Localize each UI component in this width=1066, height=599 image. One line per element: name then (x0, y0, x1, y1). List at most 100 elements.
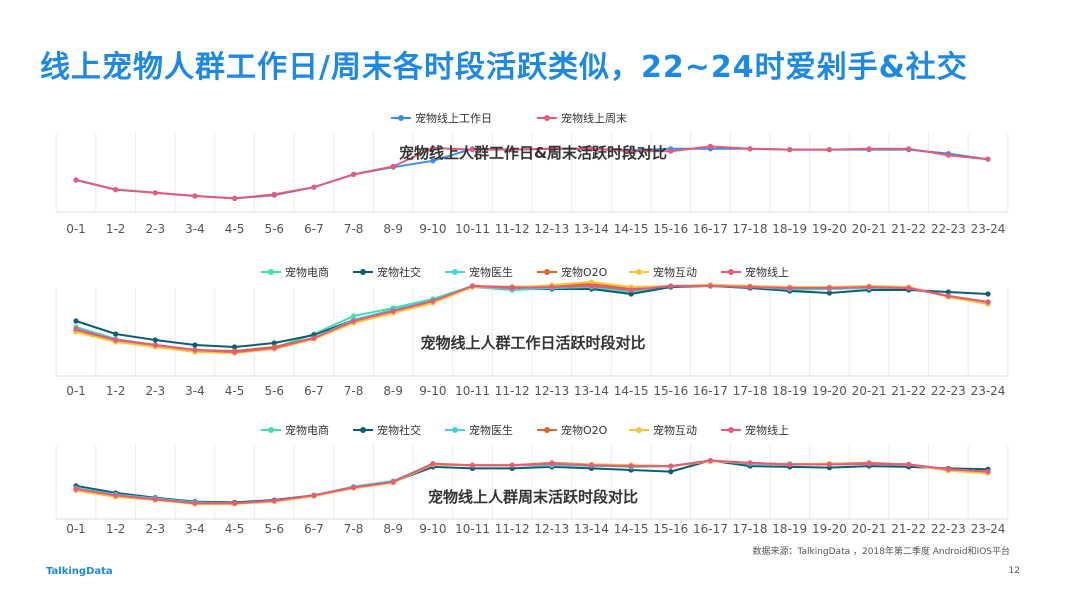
data-point[interactable] (588, 146, 595, 152)
data-point[interactable] (945, 293, 951, 299)
data-point[interactable] (707, 457, 714, 464)
data-point[interactable] (113, 187, 119, 193)
data-point[interactable] (350, 484, 357, 490)
legend-item[interactable]: 宠物O2O (537, 265, 608, 279)
legend-item[interactable]: 宠物线上 (721, 423, 789, 437)
data-point[interactable] (271, 345, 277, 351)
data-point[interactable] (113, 331, 119, 337)
data-point[interactable] (152, 496, 158, 502)
legend-item[interactable]: 宠物医生 (445, 423, 513, 437)
data-point[interactable] (707, 143, 714, 149)
data-point[interactable] (549, 146, 555, 152)
data-point[interactable] (271, 340, 277, 346)
data-point[interactable] (588, 279, 595, 285)
data-point[interactable] (390, 479, 396, 485)
data-point[interactable] (311, 184, 317, 190)
data-point[interactable] (232, 344, 238, 350)
data-point[interactable] (787, 461, 793, 468)
legend-item[interactable]: 宠物O2O (537, 423, 608, 437)
data-point[interactable] (192, 347, 198, 353)
data-point[interactable] (73, 318, 79, 324)
data-point[interactable] (866, 284, 872, 290)
data-point[interactable] (113, 492, 119, 498)
data-point[interactable] (787, 285, 793, 291)
data-point[interactable] (152, 190, 158, 196)
data-point[interactable] (192, 500, 198, 506)
data-point[interactable] (509, 285, 515, 291)
data-point[interactable] (192, 342, 198, 348)
data-point[interactable] (985, 299, 991, 305)
data-point[interactable] (509, 147, 515, 153)
data-point[interactable] (668, 463, 674, 469)
legend-item[interactable]: 宠物社交 (353, 423, 421, 437)
data-point[interactable] (628, 148, 634, 154)
data-point[interactable] (549, 461, 555, 467)
legend-item[interactable]: 宠物线上周末 (537, 111, 627, 125)
data-point[interactable] (430, 158, 436, 164)
legend-item[interactable]: 宠物电商 (261, 423, 329, 437)
data-point[interactable] (866, 461, 872, 467)
data-point[interactable] (945, 289, 951, 295)
data-point[interactable] (826, 147, 832, 153)
data-point[interactable] (430, 461, 436, 467)
data-point[interactable] (906, 285, 912, 291)
data-point[interactable] (350, 318, 357, 324)
legend-item[interactable]: 宠物线上 (721, 265, 789, 279)
data-point[interactable] (232, 500, 238, 506)
data-point[interactable] (945, 152, 951, 158)
data-point[interactable] (668, 469, 674, 475)
data-point[interactable] (152, 342, 158, 348)
data-point[interactable] (826, 461, 832, 468)
data-point[interactable] (311, 335, 317, 341)
data-point[interactable] (985, 156, 991, 162)
data-point[interactable] (113, 337, 119, 343)
data-point[interactable] (390, 308, 396, 314)
data-point[interactable] (152, 337, 158, 343)
legend-item[interactable]: 宠物电商 (261, 265, 329, 279)
data-point[interactable] (271, 191, 277, 197)
data-point[interactable] (588, 283, 595, 289)
data-point[interactable] (192, 193, 198, 199)
data-point[interactable] (271, 498, 277, 504)
data-point[interactable] (509, 462, 515, 468)
data-point[interactable] (628, 287, 634, 293)
data-point[interactable] (469, 462, 476, 468)
data-point[interactable] (707, 283, 714, 289)
data-point[interactable] (906, 461, 912, 468)
data-point[interactable] (668, 148, 674, 154)
data-point[interactable] (826, 290, 832, 296)
data-point[interactable] (469, 283, 476, 289)
data-point[interactable] (747, 460, 753, 466)
data-point[interactable] (628, 291, 634, 297)
data-point[interactable] (311, 492, 317, 498)
legend-item[interactable]: 宠物互动 (629, 265, 697, 279)
data-point[interactable] (73, 326, 79, 332)
data-point[interactable] (945, 466, 951, 472)
data-point[interactable] (628, 463, 634, 469)
data-point[interactable] (747, 146, 753, 152)
legend-item[interactable]: 宠物医生 (445, 265, 513, 279)
legend-item[interactable]: 宠物互动 (629, 423, 697, 437)
data-point[interactable] (73, 486, 79, 492)
data-point[interactable] (430, 145, 436, 151)
data-point[interactable] (866, 146, 872, 152)
legend-item[interactable]: 宠物线上工作日 (391, 111, 492, 125)
data-point[interactable] (906, 146, 912, 152)
data-point[interactable] (232, 349, 238, 355)
data-point[interactable] (350, 313, 357, 319)
data-point[interactable] (668, 283, 674, 289)
data-point[interactable] (350, 171, 357, 177)
data-point[interactable] (73, 177, 79, 183)
legend-item[interactable]: 宠物社交 (353, 265, 421, 279)
data-point[interactable] (588, 462, 595, 468)
data-point[interactable] (232, 195, 238, 201)
data-point[interactable] (390, 163, 396, 169)
data-point[interactable] (826, 285, 832, 291)
data-point[interactable] (549, 284, 555, 290)
data-point[interactable] (430, 298, 436, 304)
data-point[interactable] (787, 147, 793, 153)
data-point[interactable] (747, 284, 753, 290)
data-point[interactable] (469, 147, 476, 153)
data-point[interactable] (985, 469, 991, 475)
data-point[interactable] (985, 291, 991, 297)
